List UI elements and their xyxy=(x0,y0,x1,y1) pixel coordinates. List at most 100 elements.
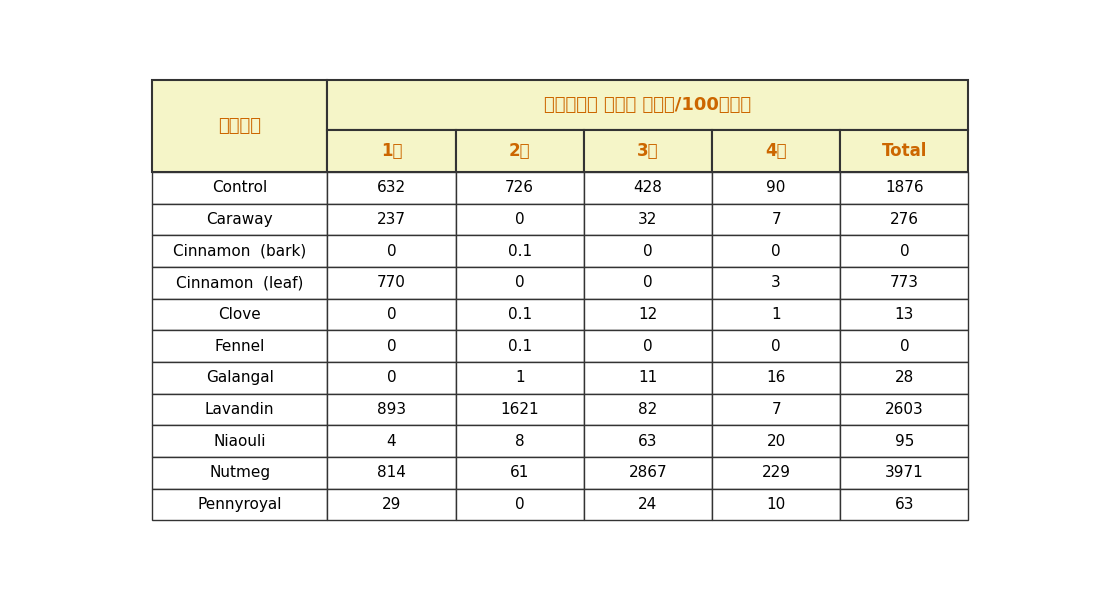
Bar xyxy=(841,425,968,457)
Bar xyxy=(712,204,841,235)
Bar xyxy=(584,457,712,489)
Text: 32: 32 xyxy=(638,212,658,227)
Bar xyxy=(584,204,712,235)
Text: 0.1: 0.1 xyxy=(507,244,532,259)
Text: Cinnamon  (leaf): Cinnamon (leaf) xyxy=(176,276,304,290)
Text: 0: 0 xyxy=(515,497,525,512)
Text: 0: 0 xyxy=(643,244,653,259)
Bar xyxy=(584,489,712,520)
Bar xyxy=(152,80,328,172)
Bar xyxy=(152,394,328,425)
Text: 0: 0 xyxy=(387,307,397,322)
Text: 1: 1 xyxy=(772,307,781,322)
Bar xyxy=(712,489,841,520)
Text: Control: Control xyxy=(212,181,268,195)
Text: 0.1: 0.1 xyxy=(507,339,532,354)
Bar xyxy=(328,267,456,299)
Text: 식물정유: 식물정유 xyxy=(219,117,261,135)
Text: 11: 11 xyxy=(638,371,658,386)
Bar xyxy=(152,299,328,330)
Bar xyxy=(712,362,841,394)
Bar xyxy=(456,204,584,235)
Bar xyxy=(328,489,456,520)
Bar xyxy=(841,457,968,489)
Text: 7: 7 xyxy=(772,402,781,417)
Bar xyxy=(841,267,968,299)
Bar xyxy=(841,130,968,172)
Text: 814: 814 xyxy=(377,466,406,481)
Text: 3주: 3주 xyxy=(637,142,659,160)
Bar xyxy=(841,204,968,235)
Text: 20: 20 xyxy=(766,434,786,448)
Bar xyxy=(456,130,584,172)
Bar xyxy=(328,457,456,489)
Text: 12: 12 xyxy=(638,307,658,322)
Bar xyxy=(841,362,968,394)
Bar xyxy=(712,267,841,299)
Text: 237: 237 xyxy=(377,212,406,227)
Text: 61: 61 xyxy=(510,466,529,481)
Text: Pennyroyal: Pennyroyal xyxy=(198,497,282,512)
Bar xyxy=(328,80,968,130)
Bar xyxy=(584,172,712,204)
Bar xyxy=(152,235,328,267)
Text: 0: 0 xyxy=(387,339,397,354)
Text: 95: 95 xyxy=(895,434,914,448)
Text: 1: 1 xyxy=(515,371,525,386)
Text: 1876: 1876 xyxy=(885,181,924,195)
Bar xyxy=(841,489,968,520)
Text: 7: 7 xyxy=(772,212,781,227)
Text: 0: 0 xyxy=(515,276,525,290)
Text: 8: 8 xyxy=(515,434,525,448)
Text: 428: 428 xyxy=(634,181,662,195)
Bar xyxy=(712,394,841,425)
Bar xyxy=(456,394,584,425)
Bar xyxy=(328,330,456,362)
Text: 276: 276 xyxy=(890,212,919,227)
Text: 726: 726 xyxy=(505,181,534,195)
Text: Nutmeg: Nutmeg xyxy=(209,466,270,481)
Text: 0.1: 0.1 xyxy=(507,307,532,322)
Bar xyxy=(456,425,584,457)
Bar xyxy=(152,425,328,457)
Bar xyxy=(841,299,968,330)
Bar xyxy=(328,362,456,394)
Bar xyxy=(152,489,328,520)
Text: 2867: 2867 xyxy=(628,466,667,481)
Text: 229: 229 xyxy=(762,466,790,481)
Bar xyxy=(841,330,968,362)
Text: Lavandin: Lavandin xyxy=(204,402,274,417)
Text: 4: 4 xyxy=(387,434,397,448)
Bar xyxy=(712,172,841,204)
Text: 0: 0 xyxy=(643,339,653,354)
Bar xyxy=(712,130,841,172)
Bar xyxy=(456,330,584,362)
Text: 0: 0 xyxy=(772,339,781,354)
Bar xyxy=(328,394,456,425)
Bar xyxy=(841,235,968,267)
Bar xyxy=(712,330,841,362)
Bar xyxy=(456,267,584,299)
Text: 13: 13 xyxy=(895,307,914,322)
Text: 0: 0 xyxy=(772,244,781,259)
Bar xyxy=(712,457,841,489)
Bar xyxy=(456,235,584,267)
Text: 63: 63 xyxy=(894,497,914,512)
Bar xyxy=(328,235,456,267)
Text: Clove: Clove xyxy=(219,307,261,322)
Text: 0: 0 xyxy=(387,244,397,259)
Bar xyxy=(456,362,584,394)
Text: 16: 16 xyxy=(766,371,786,386)
Text: 0: 0 xyxy=(515,212,525,227)
Text: 0: 0 xyxy=(900,339,909,354)
Bar xyxy=(584,299,712,330)
Text: 632: 632 xyxy=(377,181,407,195)
Bar xyxy=(152,330,328,362)
Text: 770: 770 xyxy=(377,276,406,290)
Bar xyxy=(584,425,712,457)
Text: 1621: 1621 xyxy=(501,402,539,417)
Text: 10: 10 xyxy=(766,497,786,512)
Text: Fennel: Fennel xyxy=(214,339,265,354)
Bar xyxy=(328,172,456,204)
Bar xyxy=(712,235,841,267)
